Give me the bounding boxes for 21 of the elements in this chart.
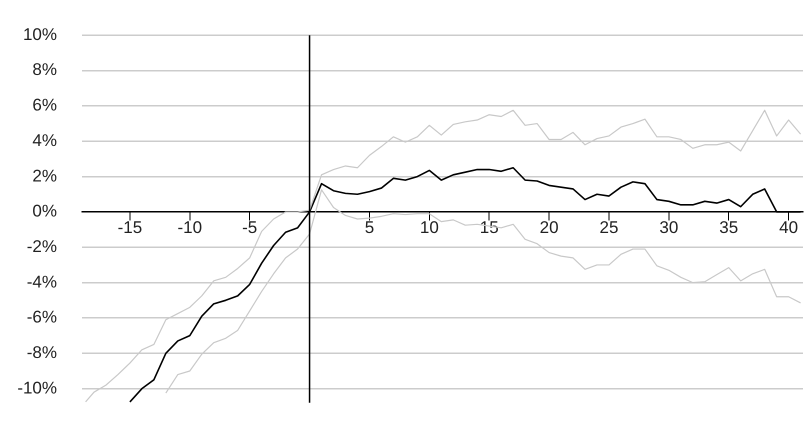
y-tick-label: 0%	[32, 202, 57, 221]
x-tick-label: 10	[420, 218, 439, 237]
x-tick-label: 5	[364, 218, 374, 237]
y-tick-label: 6%	[32, 96, 57, 115]
x-tick-label: 25	[600, 218, 618, 237]
y-tick-label: 2%	[32, 166, 57, 186]
x-tick-label: -5	[242, 218, 258, 237]
x-tick-label: 35	[719, 218, 738, 237]
y-tick-label: 10%	[22, 24, 57, 44]
x-tick-label: -10	[178, 218, 202, 237]
y-tick-label: 4%	[32, 130, 57, 150]
x-tick-label: 40	[779, 218, 798, 237]
y-tick-label: 8%	[32, 60, 57, 80]
y-tick-label: -6%	[26, 308, 57, 327]
y-tick-label: -8%	[26, 343, 57, 362]
y-tick-label: -4%	[26, 272, 57, 292]
x-tick-label: -15	[118, 218, 142, 237]
x-tick-label: 20	[540, 218, 559, 237]
y-tick-label: -10%	[17, 378, 57, 398]
x-tick-label: 30	[659, 218, 678, 237]
y-tick-label: -2%	[26, 236, 57, 256]
